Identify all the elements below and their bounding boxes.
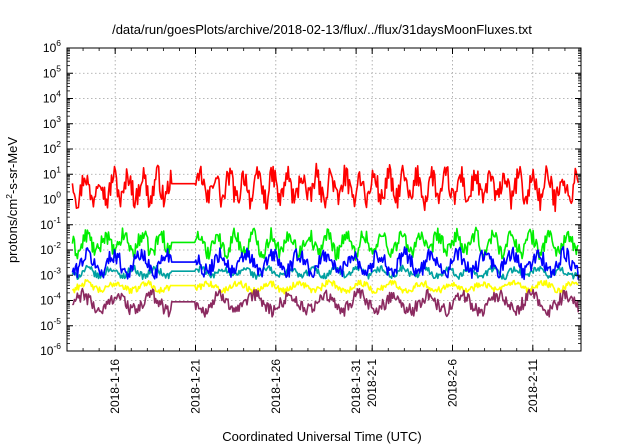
series-line: [71, 246, 580, 281]
y-tick-labels: 10-6 10-5 10-4 10-3 10-2 10-1 100 101 102 103 104 1…: [40, 38, 61, 358]
y-tick-label: 101: [43, 164, 61, 181]
x-tick-label: 2018-2-6: [446, 359, 460, 407]
x-tick-labels: 2018-1-16 2018-1-21 2018-1-26 2018-1-31 2018…: [108, 359, 540, 414]
y-tick-label: 10-4: [40, 291, 61, 308]
x-tick-label: 2018-2-11: [526, 359, 540, 413]
y-tick-label: 104: [43, 89, 61, 106]
series-line: [71, 162, 580, 213]
series-line: [71, 287, 580, 318]
series-line: [71, 278, 579, 295]
x-axis-title: Coordinated Universal Time (UTC): [222, 429, 421, 444]
y-tick-label: 10-3: [40, 265, 61, 282]
x-tick-label: 2018-1-26: [269, 359, 283, 414]
x-tick-label: 2018-2-1: [365, 359, 379, 407]
y-tick-label: 10-2: [40, 240, 61, 257]
series-line: [71, 226, 579, 261]
chart-title: /data/run/goesPlots/archive/2018-02-13/f…: [112, 22, 532, 37]
y-axis-title: protons/cm2-s-sr-MeV: [4, 137, 20, 263]
y-tick-label: 100: [43, 190, 61, 207]
x-tick-label: 2018-1-31: [349, 359, 363, 414]
y-tick-label: 105: [43, 63, 61, 80]
x-tick-label: 2018-1-21: [189, 359, 203, 414]
axis-ticks: [66, 47, 582, 352]
y-tick-label: 102: [43, 139, 61, 156]
series-group: [71, 162, 580, 318]
y-tick-label: 10-1: [40, 215, 61, 232]
y-tick-label: 103: [43, 114, 61, 131]
y-tick-label: 10-6: [40, 341, 61, 358]
y-tick-label: 106: [43, 38, 61, 55]
x-tick-label: 2018-1-16: [108, 359, 122, 414]
y-tick-label: 10-5: [40, 316, 61, 333]
